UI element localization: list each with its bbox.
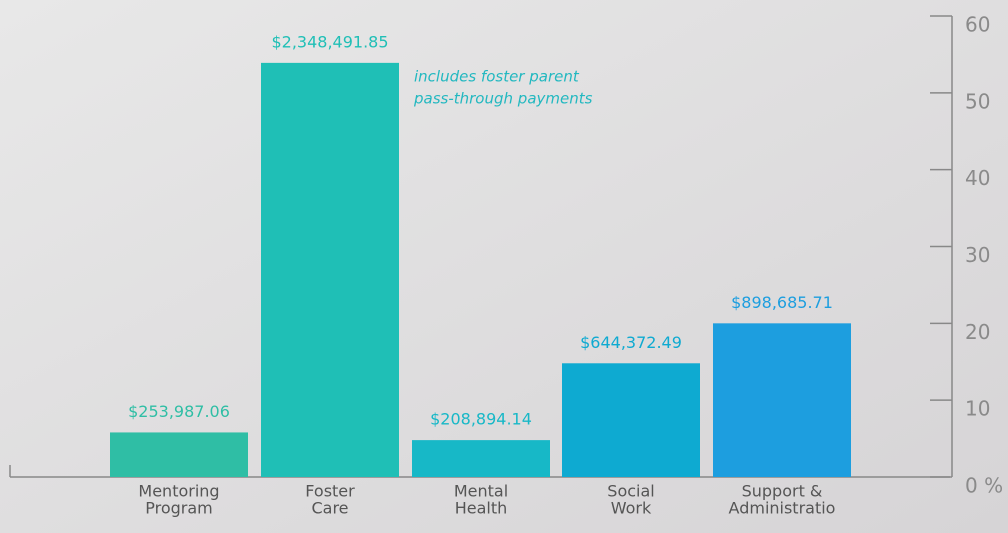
y-tick-label: 60 bbox=[965, 13, 990, 37]
y-tick-label: 40 bbox=[965, 166, 990, 190]
annotation: includes foster parent bbox=[414, 68, 580, 86]
x-tick-label: Care bbox=[311, 499, 348, 518]
data-label: $898,685.71 bbox=[731, 293, 833, 312]
bar bbox=[412, 440, 550, 477]
x-tick-label: Support & bbox=[742, 482, 823, 501]
x-tick-label: Health bbox=[455, 499, 508, 518]
y-tick-label: 20 bbox=[965, 320, 990, 344]
y-tick-label: 0 % bbox=[965, 474, 1003, 498]
data-label: $2,348,491.85 bbox=[271, 32, 388, 51]
data-label: $253,987.06 bbox=[128, 402, 230, 421]
x-tick-label: Administratio bbox=[729, 499, 836, 518]
bar bbox=[713, 323, 851, 477]
x-tick-label: Mental bbox=[454, 482, 508, 501]
y-tick-label: 50 bbox=[965, 89, 990, 113]
bar bbox=[562, 363, 700, 477]
x-tick-label: Mentoring bbox=[138, 482, 219, 501]
data-label: $208,894.14 bbox=[430, 410, 532, 429]
x-tick-label: Social bbox=[607, 482, 654, 501]
y-tick-label: 10 bbox=[965, 397, 990, 421]
annotation: pass-through payments bbox=[413, 90, 593, 108]
x-tick-label: Program bbox=[145, 499, 213, 518]
data-label: $644,372.49 bbox=[580, 333, 682, 352]
x-tick-label: Foster bbox=[305, 482, 355, 501]
bar bbox=[261, 62, 399, 477]
bar bbox=[110, 432, 248, 477]
y-tick-label: 30 bbox=[965, 243, 990, 267]
x-tick-label: Work bbox=[611, 499, 652, 518]
